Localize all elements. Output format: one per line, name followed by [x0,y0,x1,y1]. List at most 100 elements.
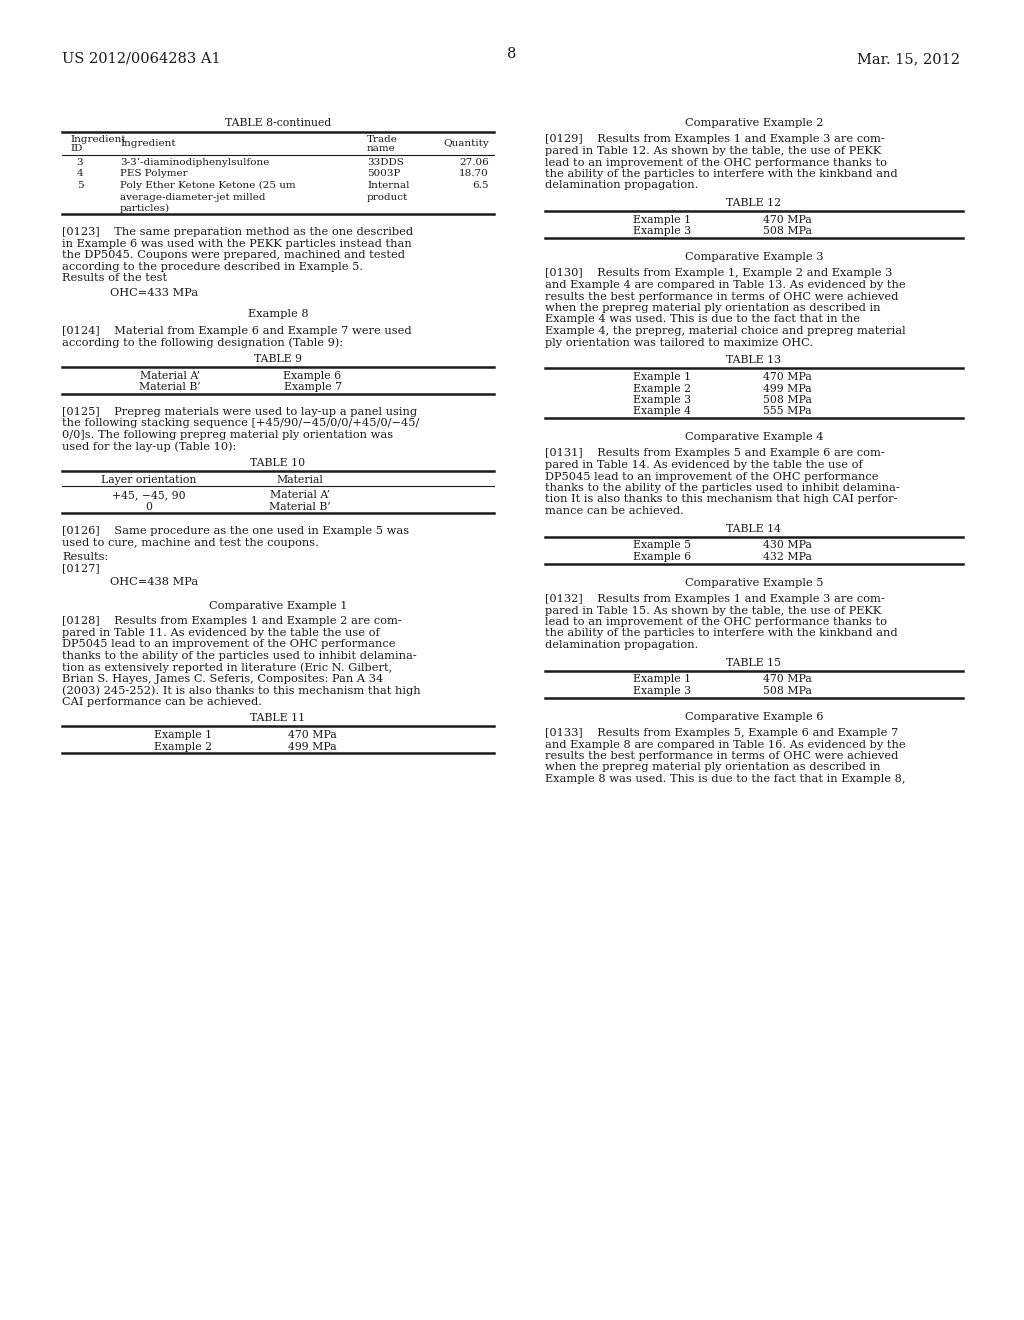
Text: Comparative Example 6: Comparative Example 6 [685,711,823,722]
Text: TABLE 14: TABLE 14 [726,524,781,533]
Text: [0132]    Results from Examples 1 and Example 3 are com-: [0132] Results from Examples 1 and Examp… [545,594,885,605]
Text: US 2012/0064283 A1: US 2012/0064283 A1 [62,51,220,66]
Text: 33DDS: 33DDS [367,158,403,168]
Text: 5003P: 5003P [367,169,400,178]
Text: and Example 4 are compared in Table 13. As evidenced by the: and Example 4 are compared in Table 13. … [545,280,905,290]
Text: according to the procedure described in Example 5.: according to the procedure described in … [62,261,364,272]
Text: TABLE 10: TABLE 10 [251,458,305,467]
Text: 470 MPa: 470 MPa [763,215,812,224]
Text: [0128]    Results from Examples 1 and Example 2 are com-: [0128] Results from Examples 1 and Examp… [62,616,401,626]
Text: tion It is also thanks to this mechanism that high CAI perfor-: tion It is also thanks to this mechanism… [545,495,897,504]
Text: Example 4, the prepreg, material choice and prepreg material: Example 4, the prepreg, material choice … [545,326,905,337]
Text: [0126]    Same procedure as the one used in Example 5 was: [0126] Same procedure as the one used in… [62,527,410,536]
Text: pared in Table 14. As evidenced by the table the use of: pared in Table 14. As evidenced by the t… [545,459,863,470]
Text: results the best performance in terms of OHC were achieved: results the best performance in terms of… [545,292,898,301]
Text: Trade: Trade [367,135,398,144]
Text: used for the lay-up (Table 10):: used for the lay-up (Table 10): [62,441,237,451]
Text: OHC=433 MPa: OHC=433 MPa [110,288,198,298]
Text: DP5045 lead to an improvement of the OHC performance: DP5045 lead to an improvement of the OHC… [545,471,879,482]
Text: TABLE 13: TABLE 13 [726,355,781,366]
Text: Example 3: Example 3 [633,686,691,696]
Text: [0124]    Material from Example 6 and Example 7 were used: [0124] Material from Example 6 and Examp… [62,326,412,335]
Text: TABLE 12: TABLE 12 [726,198,781,209]
Text: Layer orientation: Layer orientation [100,475,196,484]
Text: [0133]    Results from Examples 5, Example 6 and Example 7: [0133] Results from Examples 5, Example … [545,729,898,738]
Text: Material A’: Material A’ [140,371,200,380]
Text: used to cure, machine and test the coupons.: used to cure, machine and test the coupo… [62,537,318,548]
Text: 4: 4 [77,169,83,178]
Text: TABLE 15: TABLE 15 [726,657,781,668]
Text: Results of the test: Results of the test [62,273,167,284]
Text: Example 3: Example 3 [633,395,691,405]
Text: when the prepreg material ply orientation as described in: when the prepreg material ply orientatio… [545,763,881,772]
Text: in Example 6 was used with the PEKK particles instead than: in Example 6 was used with the PEKK part… [62,239,412,248]
Text: Example 8: Example 8 [248,309,308,319]
Text: results the best performance in terms of OHC were achieved: results the best performance in terms of… [545,751,898,762]
Text: Comparative Example 3: Comparative Example 3 [685,252,823,261]
Text: [0127]: [0127] [62,564,99,574]
Text: Material B’: Material B’ [268,502,331,512]
Text: Material: Material [276,475,323,484]
Text: the ability of the particles to interfere with the kinkband and: the ability of the particles to interfer… [545,628,898,639]
Text: PES Polymer: PES Polymer [120,169,187,178]
Text: Example 2: Example 2 [154,742,212,751]
Text: pared in Table 12. As shown by the table, the use of PEKK: pared in Table 12. As shown by the table… [545,147,882,156]
Text: Example 1: Example 1 [154,730,212,741]
Text: Example 1: Example 1 [633,372,691,381]
Text: 3-3’-diaminodiphenylsulfone: 3-3’-diaminodiphenylsulfone [120,158,269,168]
Text: delamination propagation.: delamination propagation. [545,181,698,190]
Text: Poly Ether Ketone Ketone (25 um: Poly Ether Ketone Ketone (25 um [120,181,296,190]
Text: and Example 8 are compared in Table 16. As evidenced by the: and Example 8 are compared in Table 16. … [545,739,905,750]
Text: tion as extensively reported in literature (Eric N. Gilbert,: tion as extensively reported in literatu… [62,663,392,673]
Text: 470 MPa: 470 MPa [763,372,812,381]
Text: lead to an improvement of the OHC performance thanks to: lead to an improvement of the OHC perfor… [545,616,887,627]
Text: Ingredient: Ingredient [120,139,176,148]
Text: product: product [367,193,409,202]
Text: thanks to the ability of the particles used to inhibit delamina-: thanks to the ability of the particles u… [545,483,900,492]
Text: Comparative Example 2: Comparative Example 2 [685,117,823,128]
Text: 430 MPa: 430 MPa [763,540,812,550]
Text: delamination propagation.: delamination propagation. [545,640,698,649]
Text: TABLE 9: TABLE 9 [254,354,302,364]
Text: 508 MPa: 508 MPa [763,686,812,696]
Text: Comparative Example 5: Comparative Example 5 [685,578,823,587]
Text: Comparative Example 4: Comparative Example 4 [685,432,823,442]
Text: Example 3: Example 3 [633,227,691,236]
Text: Example 7: Example 7 [284,383,342,392]
Text: Example 2: Example 2 [633,384,691,393]
Text: pared in Table 11. As evidenced by the table the use of: pared in Table 11. As evidenced by the t… [62,628,380,638]
Text: [0130]    Results from Example 1, Example 2 and Example 3: [0130] Results from Example 1, Example 2… [545,268,892,279]
Text: lead to an improvement of the OHC performance thanks to: lead to an improvement of the OHC perfor… [545,157,887,168]
Text: Example 4 was used. This is due to the fact that in the: Example 4 was used. This is due to the f… [545,314,860,325]
Text: 432 MPa: 432 MPa [763,552,812,562]
Text: Example 1: Example 1 [633,675,691,685]
Text: [0123]    The same preparation method as the one described: [0123] The same preparation method as th… [62,227,413,238]
Text: the ability of the particles to interfere with the kinkband and: the ability of the particles to interfer… [545,169,898,180]
Text: average-diameter-jet milled: average-diameter-jet milled [120,193,265,202]
Text: Material B’: Material B’ [139,383,201,392]
Text: 508 MPa: 508 MPa [763,395,812,405]
Text: 470 MPa: 470 MPa [288,730,337,741]
Text: Internal: Internal [367,181,410,190]
Text: TABLE 8-continued: TABLE 8-continued [225,117,331,128]
Text: (2003) 245-252). It is also thanks to this mechanism that high: (2003) 245-252). It is also thanks to th… [62,685,421,696]
Text: 0/0]s. The following prepreg material ply orientation was: 0/0]s. The following prepreg material pl… [62,430,393,440]
Text: Example 8 was used. This is due to the fact that in Example 8,: Example 8 was used. This is due to the f… [545,774,905,784]
Text: Example 6: Example 6 [633,552,691,562]
Text: thanks to the ability of the particles used to inhibit delamina-: thanks to the ability of the particles u… [62,651,417,661]
Text: 499 MPa: 499 MPa [288,742,337,751]
Text: Example 5: Example 5 [633,540,691,550]
Text: Example 4: Example 4 [633,407,691,417]
Text: according to the following designation (Table 9):: according to the following designation (… [62,337,343,347]
Text: when the prepreg material ply orientation as described in: when the prepreg material ply orientatio… [545,304,881,313]
Text: +45, −45, 90: +45, −45, 90 [112,490,185,500]
Text: Example 1: Example 1 [633,215,691,224]
Text: [0131]    Results from Examples 5 and Example 6 are com-: [0131] Results from Examples 5 and Examp… [545,449,885,458]
Text: mance can be achieved.: mance can be achieved. [545,506,684,516]
Text: 499 MPa: 499 MPa [763,384,812,393]
Text: Ingredient: Ingredient [70,135,126,144]
Text: 508 MPa: 508 MPa [763,227,812,236]
Text: DP5045 lead to an improvement of the OHC performance: DP5045 lead to an improvement of the OHC… [62,639,395,649]
Text: Mar. 15, 2012: Mar. 15, 2012 [857,51,961,66]
Text: pared in Table 15. As shown by the table, the use of PEKK: pared in Table 15. As shown by the table… [545,606,882,615]
